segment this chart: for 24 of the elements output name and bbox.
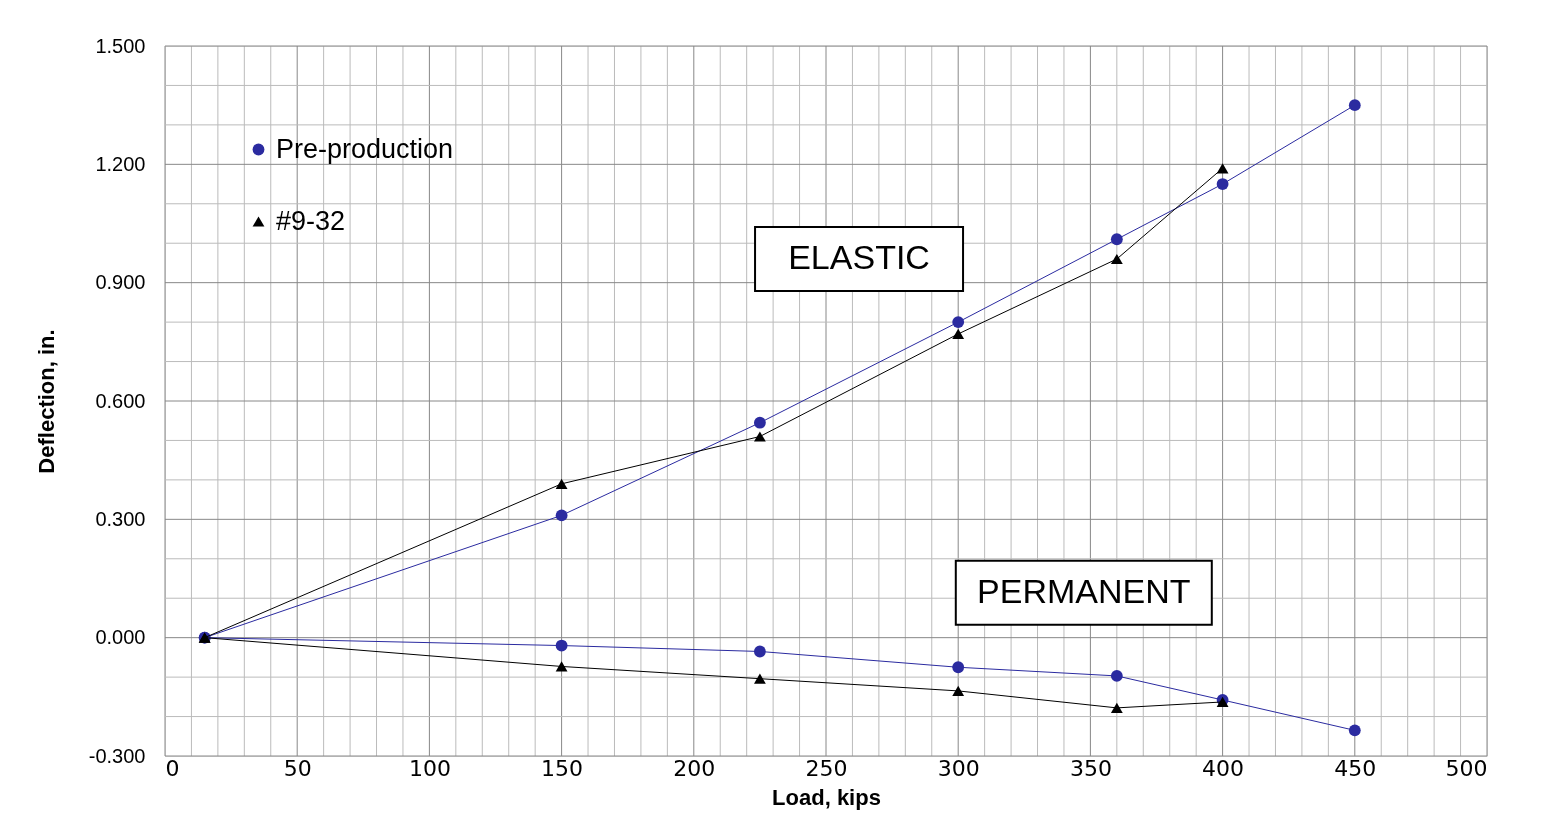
y-tick-label: -0.300 [88, 744, 146, 767]
y-tick-label: 1.200 [95, 152, 146, 175]
x-tick-label: 300 [937, 755, 980, 781]
legend-label: Pre-production [276, 133, 454, 164]
y-tick-label: 1.500 [95, 34, 146, 57]
y-tick-label: 0.900 [95, 271, 146, 294]
x-tick-label: 250 [805, 755, 848, 781]
annotation: PERMANENT [977, 571, 1191, 610]
x-tick-label: 350 [1069, 755, 1112, 781]
legend-label: #9-32 [276, 205, 346, 236]
x-tick-label: 0 [165, 755, 180, 781]
x-tick-label: 450 [1334, 755, 1377, 781]
y-tick-label: 0.000 [95, 626, 146, 649]
x-axis-title: Load, kips [772, 784, 881, 810]
y-tick-label: 0.600 [95, 389, 146, 412]
y-axis-title: Deflection, in. [33, 329, 59, 474]
x-tick-label: 500 [1445, 755, 1488, 781]
y-tick-label: 0.300 [95, 507, 146, 530]
x-tick-label: 150 [541, 755, 584, 781]
annotation: ELASTIC [788, 238, 930, 276]
x-tick-label: 200 [673, 755, 716, 781]
x-tick-label: 100 [408, 755, 451, 781]
x-tick-label: 400 [1202, 755, 1245, 781]
x-tick-label: 50 [283, 755, 312, 781]
